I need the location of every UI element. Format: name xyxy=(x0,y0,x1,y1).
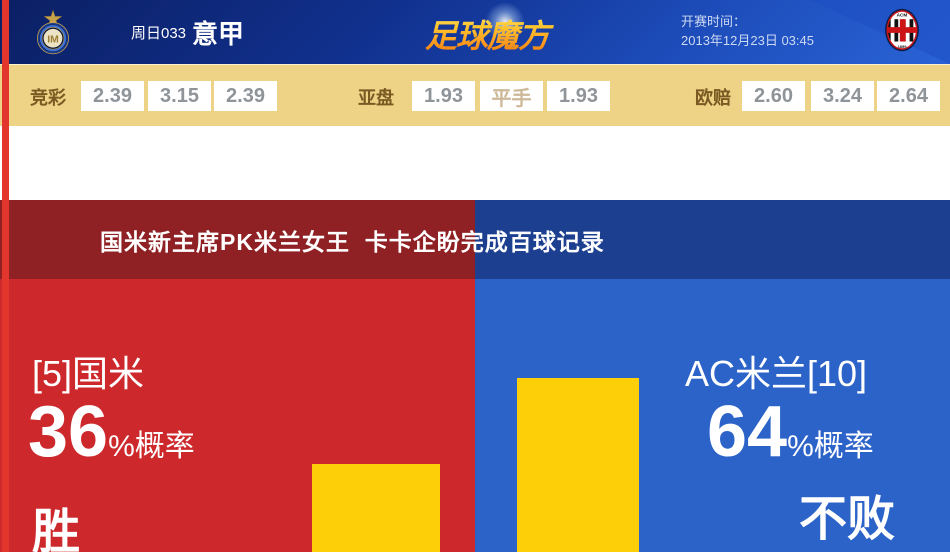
svg-text:ACM: ACM xyxy=(897,13,908,18)
svg-text:IM: IM xyxy=(47,34,59,45)
